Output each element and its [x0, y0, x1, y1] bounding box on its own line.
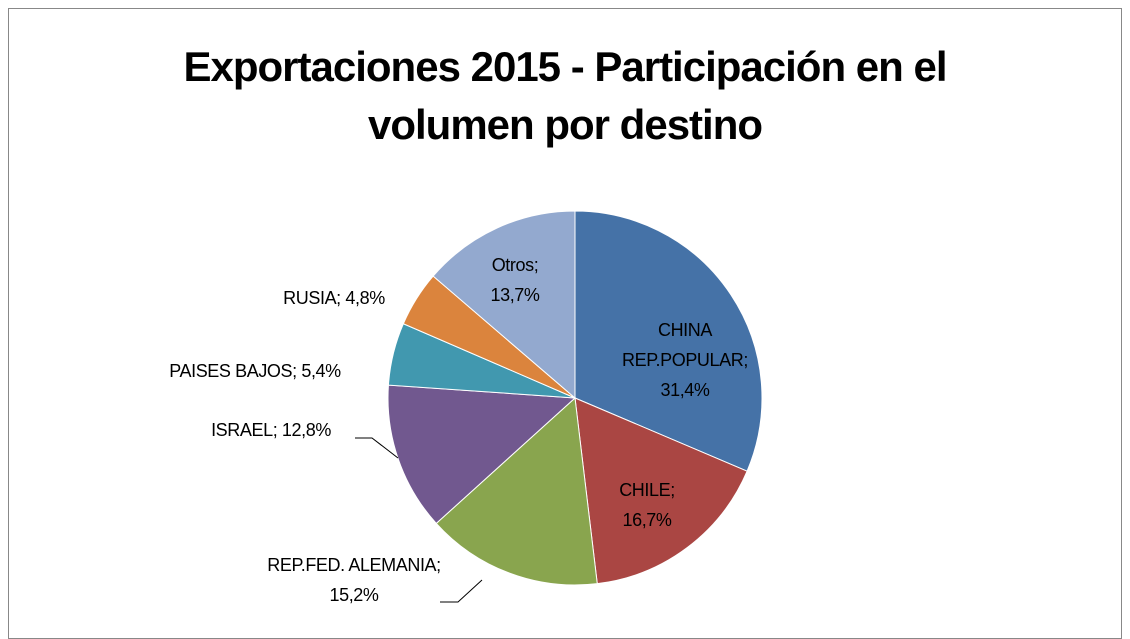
pie-slice	[387, 384, 577, 525]
leader-line	[355, 437, 399, 459]
pie-slice	[435, 396, 598, 586]
data-label: RUSIA; 4,8%	[283, 288, 385, 308]
data-label: CHILE; 16,7%	[619, 480, 675, 530]
chart-title: Exportaciones 2015 - Participación en el…	[183, 43, 948, 148]
data-label: CHINA REP.POPULAR; 31,4%	[622, 320, 748, 400]
pie-slice	[574, 397, 748, 585]
leader-line	[440, 579, 483, 603]
data-label: ISRAEL; 12,8%	[211, 420, 331, 440]
data-label: REP.FED. ALEMANIA; 15,2%	[267, 555, 441, 605]
pie	[387, 210, 763, 586]
data-label: Otros; 13,7%	[490, 255, 540, 305]
pie-slice	[574, 210, 763, 472]
data-label: PAISES BAJOS; 5,4%	[169, 361, 341, 381]
pie-slice	[432, 210, 576, 400]
